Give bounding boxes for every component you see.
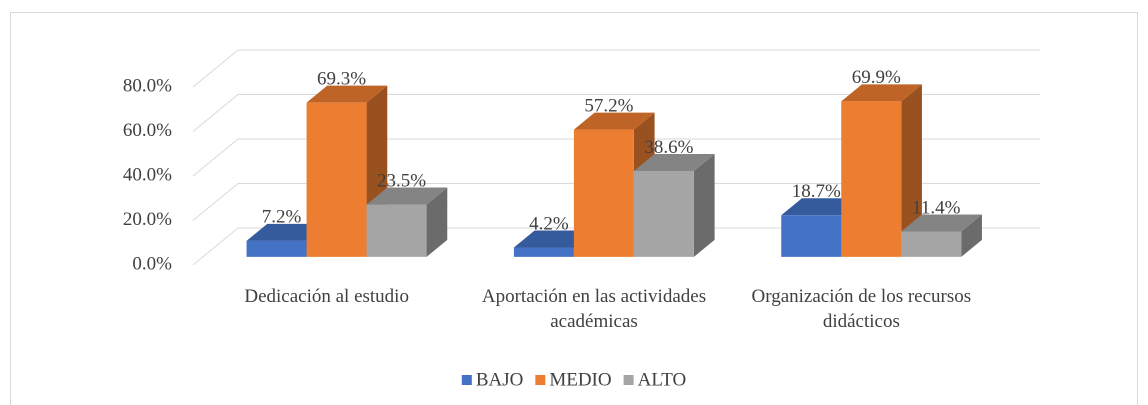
data-label: 11.4% — [912, 197, 961, 218]
bar — [901, 231, 962, 257]
side-grid-line — [192, 138, 239, 177]
data-label: 18.7% — [792, 181, 841, 202]
y-tick-label: 0.0% — [132, 253, 172, 274]
bar-top — [573, 112, 655, 130]
bar-side — [901, 84, 922, 257]
side-grid-line — [192, 227, 239, 266]
bar — [633, 170, 694, 257]
bar — [366, 204, 427, 257]
y-tick-label: 80.0% — [123, 75, 172, 96]
data-label: 57.2% — [584, 95, 633, 116]
y-tick-label: 60.0% — [123, 120, 172, 141]
bar — [513, 247, 574, 257]
bar-side — [426, 187, 448, 257]
legend-swatch — [461, 375, 472, 385]
legend-label: ALTO — [638, 369, 687, 390]
bar — [781, 215, 842, 257]
bar-top — [366, 187, 448, 205]
x-tick-label: Organización de los recursos didácticos — [751, 286, 972, 332]
bar-top — [901, 214, 982, 232]
bar — [246, 240, 307, 257]
side-grid-line — [192, 183, 239, 221]
bar-top — [633, 153, 715, 171]
data-label: 69.9% — [852, 67, 901, 88]
bar-top — [306, 85, 388, 103]
bar-side — [961, 214, 982, 257]
legend-swatch — [535, 375, 546, 385]
side-grid-line — [192, 49, 239, 88]
y-tick-label: 40.0% — [123, 164, 172, 185]
bar — [573, 129, 634, 257]
bar — [841, 101, 902, 257]
y-tick-label: 20.0% — [123, 209, 172, 230]
legend-label: BAJO — [476, 369, 524, 390]
x-tick-label: Aportación en las actividades académicas — [481, 286, 707, 332]
side-grid-line — [192, 94, 239, 132]
x-tick-label: Dedicación al estudio — [244, 286, 409, 307]
legend-label: MEDIO — [549, 369, 611, 390]
data-label: 7.2% — [262, 207, 302, 228]
bar-side — [693, 153, 715, 257]
bar-top — [841, 84, 922, 102]
bar — [306, 102, 367, 257]
chart-border — [10, 12, 1138, 405]
data-label: 69.3% — [317, 69, 366, 90]
data-label: 23.5% — [377, 170, 426, 191]
data-label: 38.6% — [644, 137, 693, 158]
legend-swatch — [623, 375, 634, 385]
data-label: 4.2% — [529, 213, 569, 234]
